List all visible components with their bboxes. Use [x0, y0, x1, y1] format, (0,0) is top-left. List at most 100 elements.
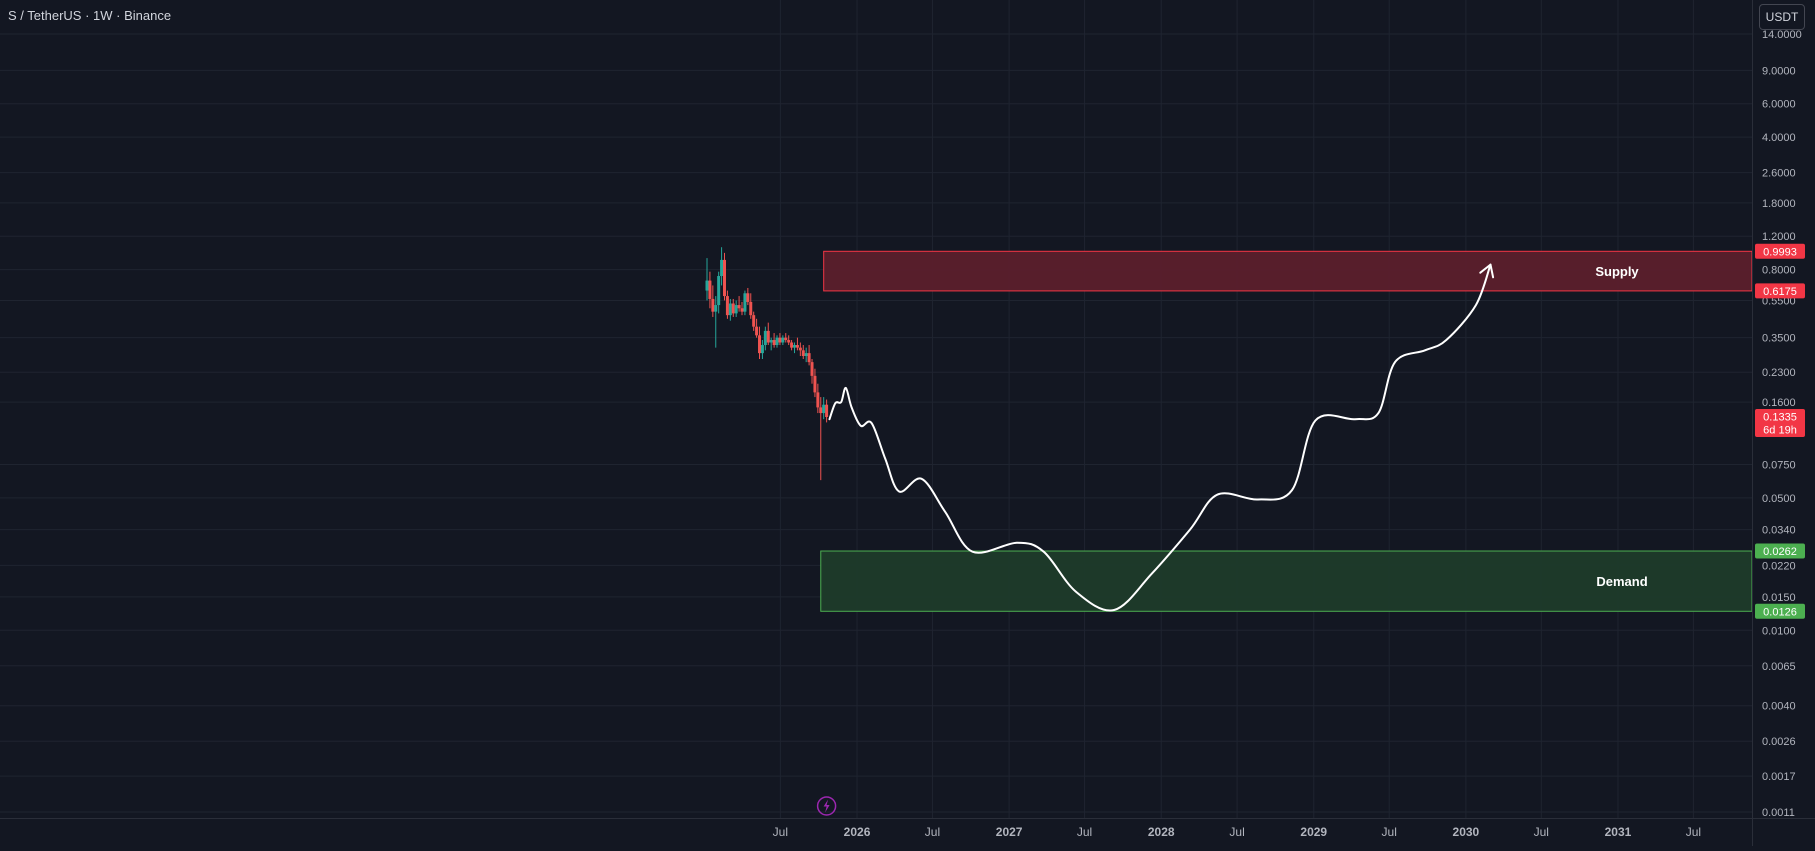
candle-body[interactable] — [711, 298, 715, 312]
candle-body[interactable] — [763, 330, 767, 346]
candle-body[interactable] — [728, 303, 732, 316]
candle-body[interactable] — [746, 293, 750, 302]
candle-body[interactable] — [705, 280, 709, 291]
x-tick-label: Jul — [1077, 825, 1092, 839]
candle-body[interactable] — [723, 259, 727, 297]
demand-zone-label: Demand — [1596, 574, 1647, 589]
last-price-label — [1755, 408, 1805, 437]
price-label-value: 0.0262 — [1763, 546, 1797, 558]
candle-body[interactable] — [714, 305, 718, 312]
price-label-countdown: 6d 19h — [1763, 424, 1797, 436]
candle-body[interactable] — [810, 362, 814, 376]
candle-body[interactable] — [720, 259, 724, 277]
x-tick-label: 2030 — [1453, 825, 1480, 839]
candle-body[interactable] — [795, 345, 799, 348]
y-tick-label: 14.0000 — [1762, 29, 1802, 41]
candle-body[interactable] — [717, 276, 721, 306]
y-tick-label: 0.3500 — [1762, 333, 1796, 345]
candle-body[interactable] — [778, 337, 782, 343]
x-tick-label: Jul — [773, 825, 788, 839]
candle-body[interactable] — [769, 340, 773, 343]
candle-body[interactable] — [734, 305, 738, 314]
y-tick-label: 0.0026 — [1762, 736, 1796, 748]
candle-body[interactable] — [816, 392, 820, 408]
price-label-value: 0.0126 — [1763, 606, 1797, 618]
candle-body[interactable] — [740, 308, 744, 312]
price-label-value: 0.6175 — [1763, 286, 1797, 298]
y-tick-label: 1.2000 — [1762, 231, 1796, 243]
x-tick-label: Jul — [925, 825, 940, 839]
demand-zone[interactable] — [820, 550, 1753, 612]
currency-button[interactable]: USDT — [1759, 4, 1805, 30]
x-tick-label: 2026 — [844, 825, 871, 839]
supply-zone-label: Supply — [1595, 264, 1639, 279]
candle-body[interactable] — [760, 345, 764, 354]
candles[interactable] — [705, 247, 829, 481]
grid — [0, 0, 1752, 818]
symbol-title[interactable]: S / TetherUS · 1W · Binance — [8, 8, 172, 23]
supply-zone[interactable] — [823, 250, 1753, 292]
y-tick-label: 0.0220 — [1762, 560, 1796, 572]
candle-body[interactable] — [743, 293, 747, 312]
candle-body[interactable] — [731, 303, 735, 314]
y-tick-label: 0.0340 — [1762, 525, 1796, 537]
lightning-icon[interactable] — [816, 796, 837, 816]
y-tick-label: 1.8000 — [1762, 198, 1796, 210]
candle-body[interactable] — [737, 305, 741, 309]
candle-body[interactable] — [804, 353, 808, 357]
candle-body[interactable] — [775, 337, 779, 346]
candle-body[interactable] — [822, 404, 826, 414]
y-tick-label: 0.0100 — [1762, 625, 1796, 637]
y-tick-label: 0.0750 — [1762, 459, 1796, 471]
candle-body[interactable] — [708, 280, 712, 299]
y-tick-label: 0.0500 — [1762, 493, 1796, 505]
candle-body[interactable] — [725, 296, 729, 316]
candle-body[interactable] — [749, 301, 753, 316]
candle-body[interactable] — [787, 340, 791, 343]
zones[interactable]: Supply Demand — [820, 250, 1753, 612]
y-tick-label: 2.6000 — [1762, 168, 1796, 180]
candle-body[interactable] — [790, 342, 794, 348]
candle-body[interactable] — [752, 315, 756, 327]
candle-body[interactable] — [813, 375, 817, 393]
y-tick-label: 0.0065 — [1762, 661, 1796, 673]
y-tick-label: 0.0017 — [1762, 771, 1796, 783]
candle-body[interactable] — [793, 345, 797, 348]
x-tick-label: Jul — [1229, 825, 1244, 839]
projection-path[interactable] — [828, 263, 1492, 612]
demand-price-label — [1755, 543, 1805, 559]
x-tick-label: 2029 — [1300, 825, 1327, 839]
y-tick-label: 0.0150 — [1762, 592, 1796, 604]
y-tick-label: 9.0000 — [1762, 65, 1796, 77]
candle-body[interactable] — [825, 404, 829, 417]
x-tick-label: 2028 — [1148, 825, 1175, 839]
supply-price-label — [1755, 243, 1805, 259]
y-tick-label: 6.0000 — [1762, 99, 1796, 111]
projection[interactable] — [828, 263, 1495, 612]
candle-body[interactable] — [807, 353, 811, 363]
y-tick-label: 4.0000 — [1762, 132, 1796, 144]
y-tick-label: 0.0040 — [1762, 701, 1796, 713]
candle-body[interactable] — [772, 340, 776, 346]
y-tick-label: 0.2300 — [1762, 367, 1796, 379]
y-tick-label: 0.1600 — [1762, 397, 1796, 409]
candle-body[interactable] — [755, 326, 759, 336]
y-tick-label: 0.5500 — [1762, 295, 1796, 307]
projection-arrowhead — [1479, 263, 1495, 279]
events[interactable] — [816, 796, 837, 816]
candle-body[interactable] — [801, 350, 805, 357]
supply-price-label — [1755, 283, 1805, 299]
candle-body[interactable] — [758, 335, 762, 354]
candle-body[interactable] — [781, 337, 785, 343]
price-label-value: 0.1335 — [1763, 411, 1797, 423]
candle-body[interactable] — [784, 337, 788, 341]
candle-body[interactable] — [798, 347, 802, 351]
candle-body[interactable] — [766, 330, 770, 343]
x-tick-label: 2027 — [996, 825, 1023, 839]
candle-body[interactable] — [819, 407, 823, 414]
